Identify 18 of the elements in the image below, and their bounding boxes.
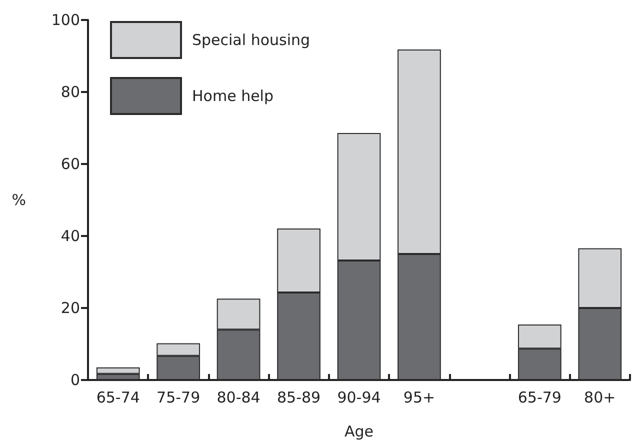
x-tick-label: 65-74 bbox=[96, 388, 140, 406]
x-tick-label: 65-79 bbox=[518, 388, 562, 406]
x-axis-title: Age bbox=[344, 422, 374, 440]
x-tick-label: 85-89 bbox=[276, 388, 321, 406]
x-tick-label: 75-79 bbox=[156, 388, 200, 406]
y-tick-label: 60 bbox=[60, 155, 80, 173]
y-tick-label: 20 bbox=[60, 299, 80, 317]
legend-label: Home help bbox=[192, 87, 274, 105]
x-tick-label: 80+ bbox=[584, 388, 616, 406]
y-tick-label: 40 bbox=[60, 227, 80, 245]
y-axis-title: % bbox=[12, 191, 26, 209]
x-tick-label: 90-94 bbox=[337, 388, 381, 406]
y-tick-label: 80 bbox=[60, 83, 80, 101]
x-tick-label: 80-84 bbox=[216, 388, 260, 406]
y-tick-label: 0 bbox=[70, 371, 80, 389]
x-tick-label: 95+ bbox=[403, 388, 436, 406]
legend-label: Special housing bbox=[192, 31, 310, 49]
y-tick-label: 100 bbox=[51, 11, 80, 29]
